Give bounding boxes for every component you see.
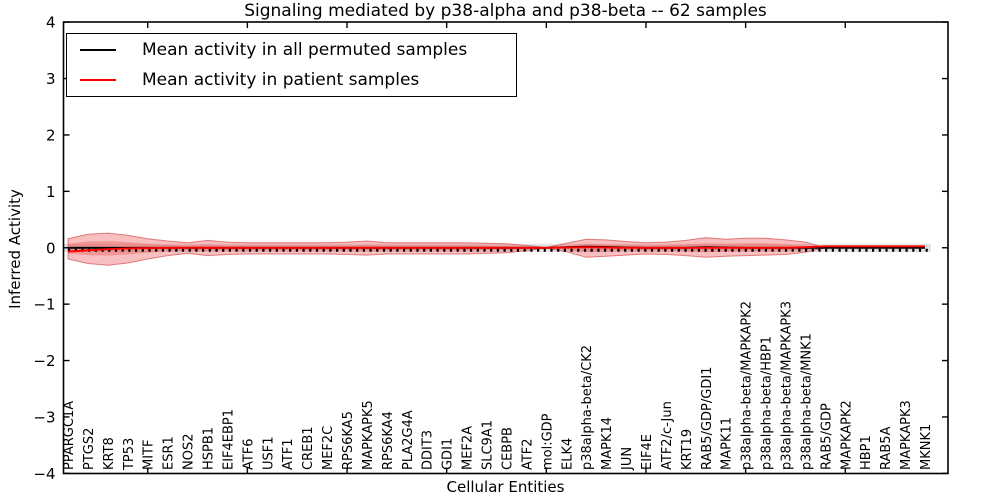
legend-label: Mean activity in patient samples	[142, 70, 420, 90]
x-category-label: ATF1	[281, 438, 296, 470]
x-category-label: ATF2/c-Jun	[660, 401, 675, 470]
x-category-label: RAB5/GDP/GDI1	[700, 367, 715, 470]
legend-label: Mean activity in all permuted samples	[142, 40, 468, 60]
x-category-label: PTGS2	[82, 428, 97, 470]
x-category-label: CREB1	[301, 426, 316, 470]
x-category-label: mol:GDP	[540, 413, 555, 470]
x-category-label: MAPK11	[720, 417, 735, 470]
y-tick-label: 2	[46, 126, 56, 144]
y-tick-label: 3	[46, 70, 56, 88]
x-category-label: HSPB1	[202, 427, 217, 470]
x-category-label: p38alpha-beta/HBP1	[760, 336, 775, 470]
y-tick-label: 1	[46, 183, 56, 201]
x-category-label: RAB5A	[879, 426, 894, 470]
x-category-label: HBP1	[859, 435, 874, 470]
x-category-label: KRT19	[680, 429, 695, 470]
x-category-label: p38alpha-beta/MAPKAPK2	[740, 301, 755, 470]
patient-line-swatch	[80, 79, 116, 81]
x-category-label: MKNK1	[919, 424, 934, 470]
x-category-label: MAPKAPK3	[899, 400, 914, 470]
x-category-label: p38alpha-beta/MAPKAPK3	[779, 301, 794, 470]
x-axis-label: Cellular Entities	[446, 478, 565, 496]
x-category-label: ELK4	[560, 438, 575, 470]
x-category-label: p38alpha-beta/CK2	[580, 345, 595, 470]
x-category-label: EIF4E	[640, 434, 655, 470]
legend: Mean activity in all permuted samples Me…	[66, 33, 517, 97]
x-category-label: RPS6KA5	[341, 411, 356, 470]
patient-mean-line	[67, 245, 925, 253]
x-category-label: MAPK14	[600, 417, 615, 470]
y-axis-label: Inferred Activity	[6, 189, 24, 309]
chart-title: Signaling mediated by p38-alpha and p38-…	[244, 1, 767, 21]
patient-range-outer-band	[67, 232, 826, 266]
x-category-label: SLC9A1	[481, 420, 496, 470]
y-tick-label: −3	[33, 408, 55, 426]
x-category-label: TP53	[122, 438, 137, 471]
x-category-label: GDI1	[441, 438, 456, 470]
x-category-label: RPS6KA4	[381, 411, 396, 470]
x-category-label: RAB5/GDP	[819, 403, 834, 470]
x-category-label: ATF2	[520, 438, 535, 470]
x-category-label: MAPKAPK5	[361, 400, 376, 470]
x-category-label: EIF4EBP1	[221, 409, 236, 470]
x-category-label: MITF	[142, 440, 157, 470]
y-tick-label: −4	[33, 465, 55, 483]
x-category-label: p38alpha-beta/MNK1	[799, 333, 814, 470]
legend-entry-patient: Mean activity in patient samples	[67, 67, 516, 93]
x-category-label: MAPKAPK2	[839, 400, 854, 470]
x-category-label: JUN	[620, 447, 635, 471]
x-category-label: PLA2G4A	[401, 410, 416, 470]
x-category-label: USF1	[261, 436, 276, 470]
x-category-label: DDIT3	[421, 430, 436, 470]
x-category-label: MEF2C	[321, 426, 336, 470]
x-category-label: ESR1	[162, 436, 177, 470]
x-category-label: KRT8	[102, 437, 117, 470]
x-category-label: NOS2	[182, 434, 197, 470]
x-category-label: CEBPB	[500, 427, 515, 470]
x-category-label: MEF2A	[461, 426, 476, 470]
x-category-label: ATF6	[241, 438, 256, 470]
permuted-line-swatch	[80, 49, 116, 51]
x-category-label: PPARGC1A	[62, 401, 77, 470]
y-tick-label: −1	[33, 296, 55, 314]
y-tick-label: 4	[46, 14, 56, 32]
y-tick-label: −2	[33, 352, 55, 370]
y-tick-label: 0	[46, 239, 56, 257]
legend-entry-permuted: Mean activity in all permuted samples	[67, 37, 516, 63]
